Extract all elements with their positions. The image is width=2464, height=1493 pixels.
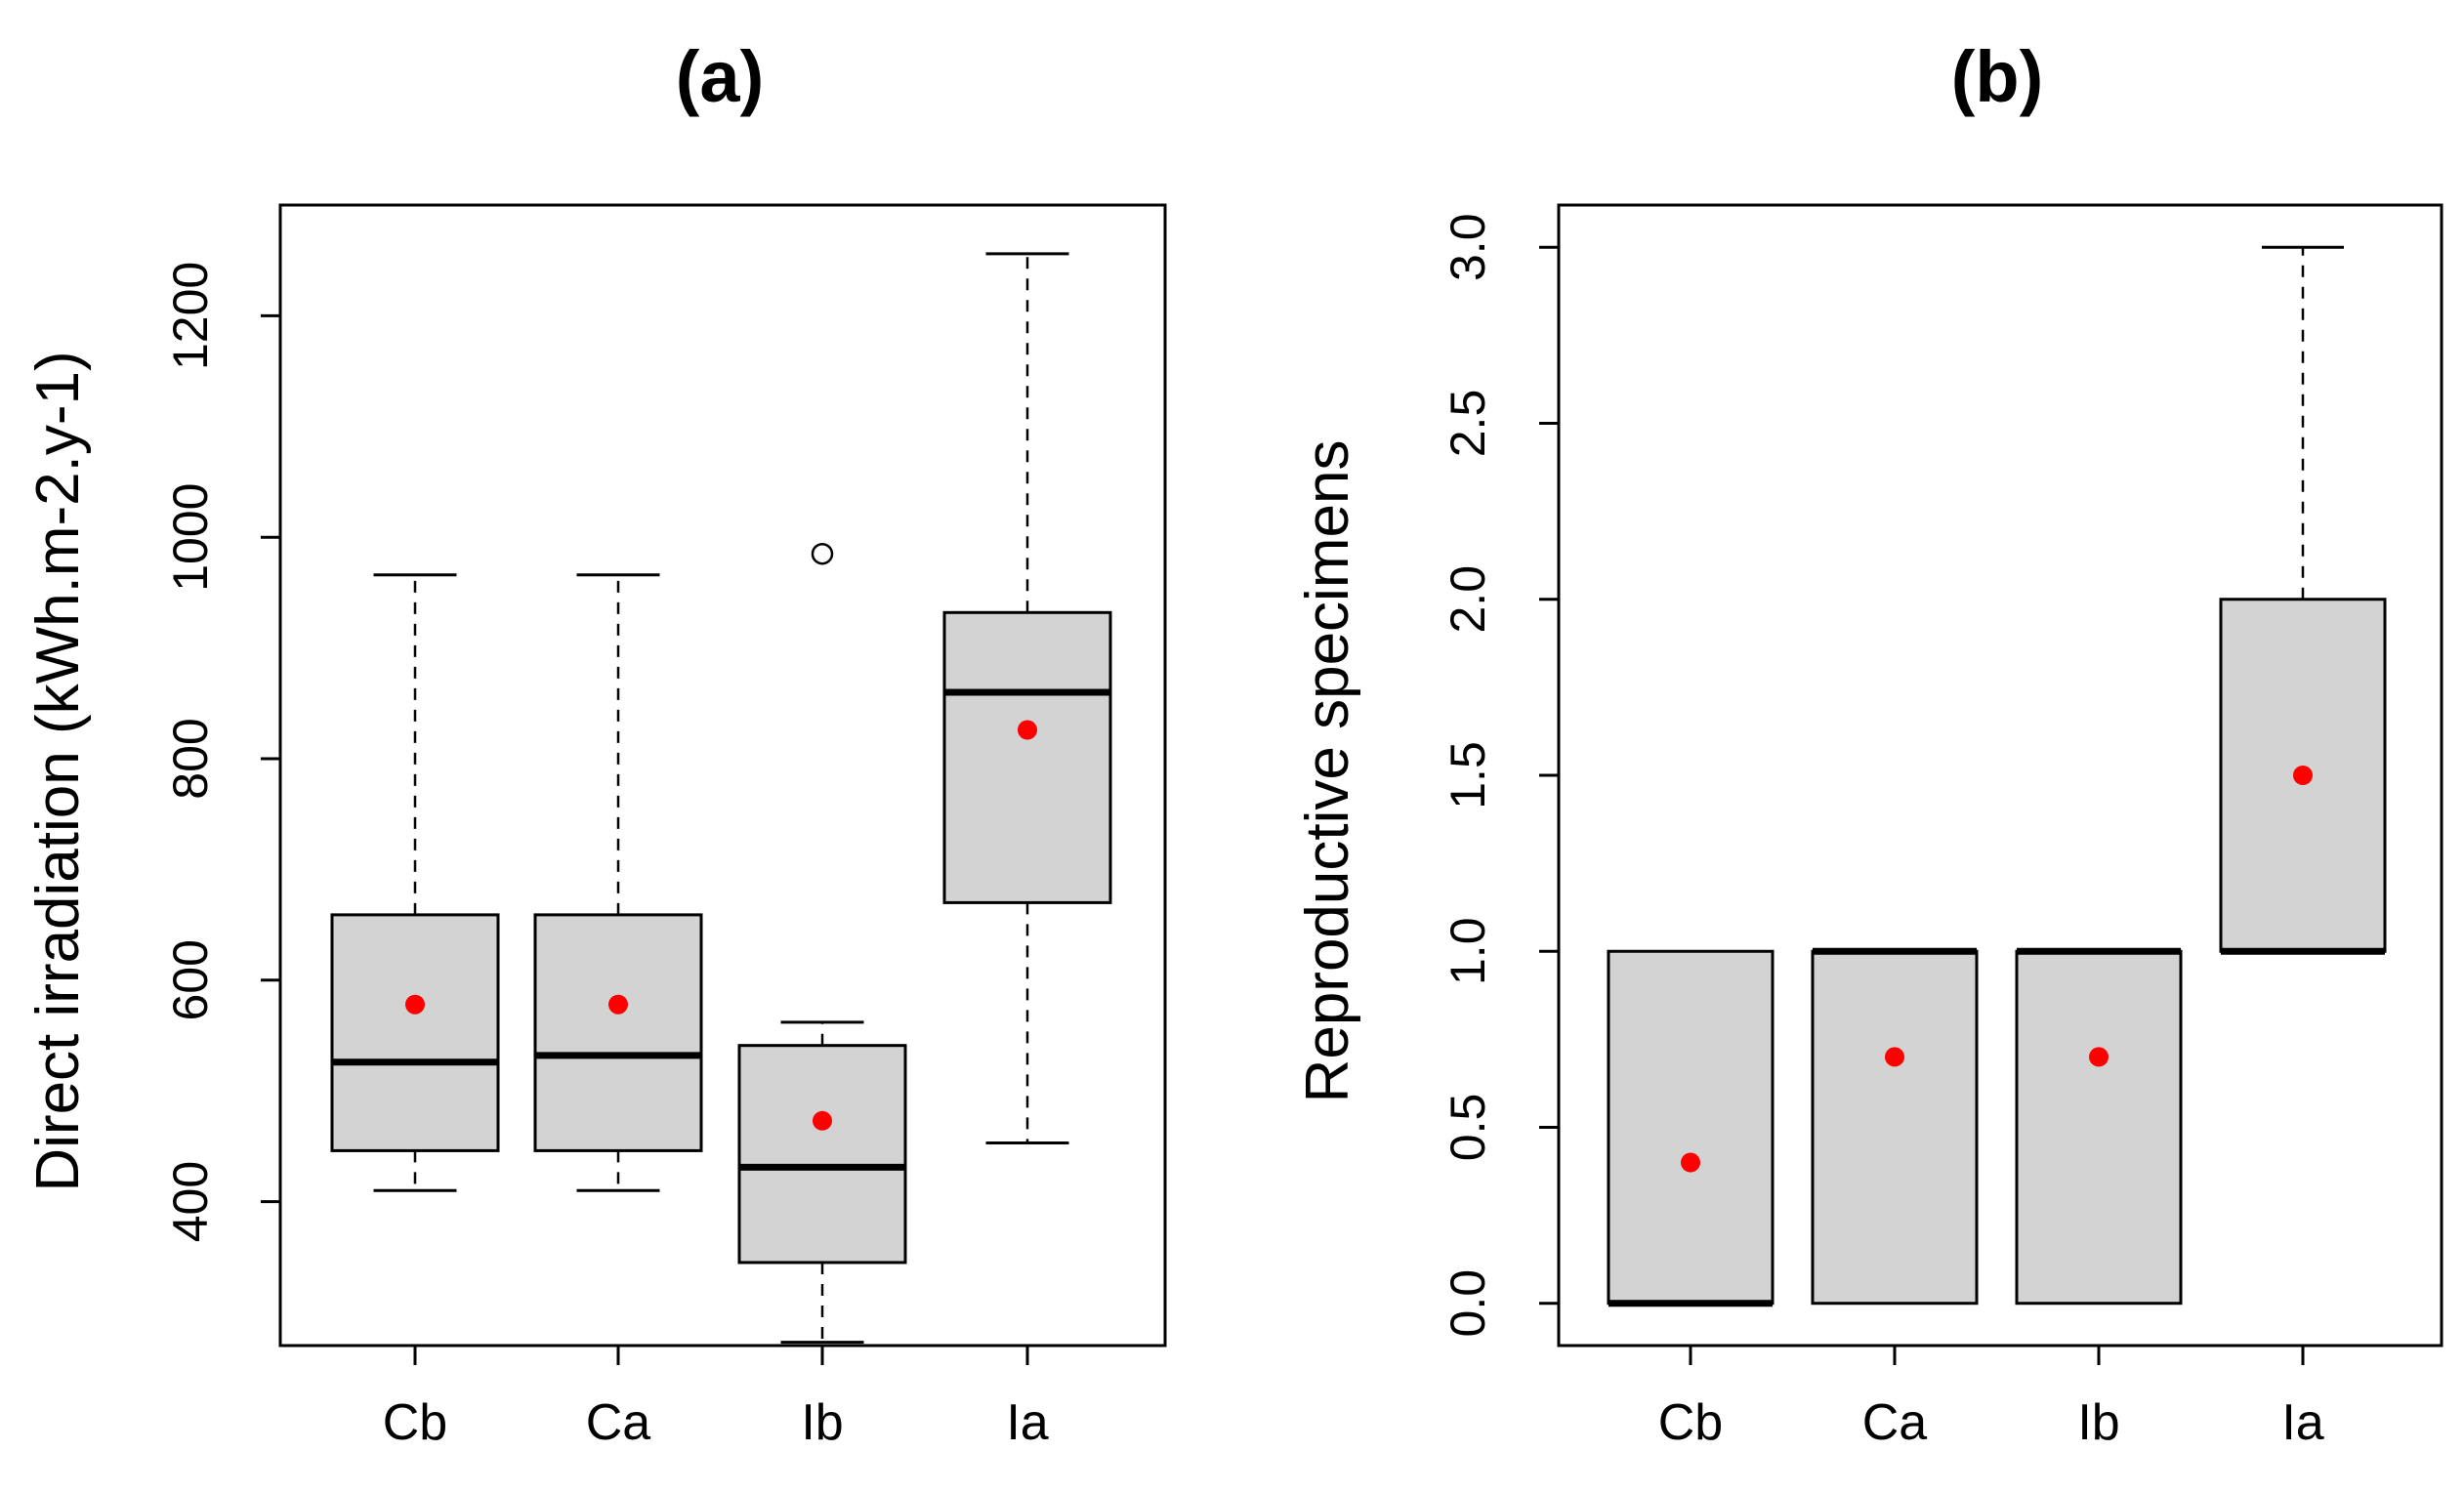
panel-b: (b) Reproductive specimens 0.0 0.5 1.0 1.5 2… [1294, 36, 2443, 1451]
panel-a-y-tick-label: 1200 [163, 262, 218, 370]
panel-b-y-tick-label: 0.0 [1441, 1269, 1495, 1338]
panel-a-plot-layer: 400 600 800 1000 1200 Cb Ca Ib Ia [163, 252, 1112, 1451]
box-body [533, 913, 703, 1152]
mean-point [2293, 766, 2313, 785]
mean-point [1885, 1047, 1904, 1067]
mean-point [405, 994, 425, 1015]
mean-point [1681, 1152, 1700, 1173]
box-body [330, 913, 500, 1152]
panel-a-y-tick-label: 1000 [163, 483, 218, 592]
panel-b-x-tick-label: Ca [1862, 1394, 1928, 1451]
panel-a-x-tick-label: Ca [586, 1394, 651, 1451]
box-body [942, 610, 1112, 904]
panel-b-y-tick-label: 1.5 [1441, 741, 1495, 809]
panel-b-y-tick-label: 1.0 [1441, 917, 1495, 985]
panel-b-y-tick-label: 2.0 [1441, 565, 1495, 634]
outlier-point [811, 542, 834, 565]
panel-a-box-Cb [330, 573, 500, 1192]
panel-a-x-tick-label: Ia [1006, 1394, 1048, 1451]
panel-b-y-tick-label: 3.0 [1441, 214, 1495, 282]
panel-a-x-tick-label: Ib [801, 1394, 843, 1451]
panel-b-box-Ia [2219, 245, 2387, 955]
panel-a-box-Ia [942, 252, 1112, 1144]
panel-b-plot-layer: 0.0 0.5 1.0 1.5 2.0 2.5 3.0 Cb Ca Ib Ia [1441, 214, 2387, 1451]
box-body [1811, 949, 1979, 1306]
panel-b-x-tick-label: Ia [2281, 1394, 2323, 1451]
box-body [737, 1044, 907, 1265]
panel-b-y-tick-label: 0.5 [1441, 1094, 1495, 1162]
panel-b-x-tick-label: Cb [1658, 1394, 1723, 1451]
panel-b-title: (b) [1951, 36, 2044, 117]
panel-a-x-tick-label: Cb [383, 1394, 447, 1451]
panel-b-box-Ib [2015, 947, 2183, 1306]
panel-a: (a) Direct irradiation (kWh.m-2.y-1) 400… [24, 36, 1167, 1451]
panel-b-box-Ca [1811, 947, 1979, 1306]
panel-a-box-Ib [737, 542, 907, 1345]
panel-a-y-tick-label: 400 [163, 1161, 218, 1242]
panel-a-box-Ca [533, 573, 703, 1192]
mean-point [813, 1110, 832, 1131]
mean-point [608, 994, 628, 1015]
panel-a-y-tick-label: 600 [163, 939, 218, 1020]
panel-b-x-tick-label: Ib [2077, 1394, 2119, 1451]
panel-a-title: (a) [676, 36, 764, 117]
panel-b-y-tick-label: 2.5 [1441, 390, 1495, 458]
box-body [2015, 949, 2183, 1306]
panel-a-y-axis-title: Direct irradiation (kWh.m-2.y-1) [24, 351, 92, 1191]
box-body [1607, 949, 1775, 1306]
mean-point [2089, 1047, 2109, 1067]
panel-a-y-tick-label: 800 [163, 718, 218, 799]
mean-point [1018, 720, 1037, 740]
panel-b-y-axis-title: Reproductive specimens [1294, 440, 1361, 1103]
panel-b-box-Cb [1607, 949, 1775, 1307]
